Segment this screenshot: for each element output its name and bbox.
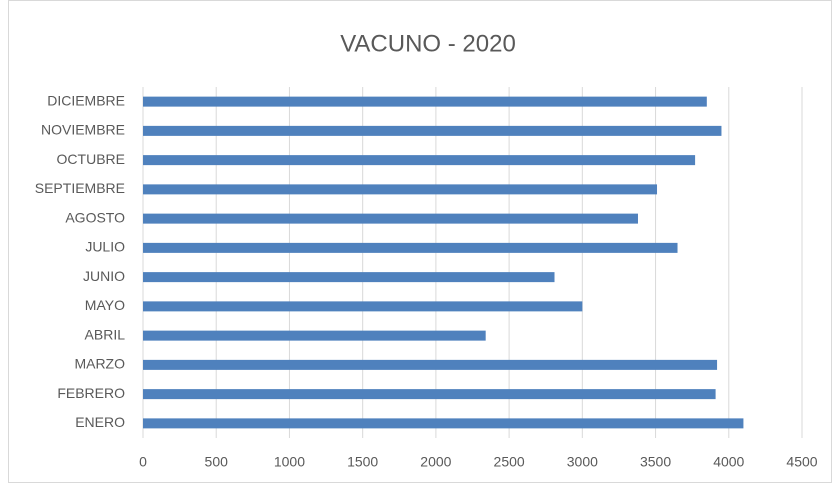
y-tick-label: NOVIEMBRE (41, 122, 125, 138)
x-tick-label: 2000 (420, 454, 451, 470)
y-tick-label: SEPTIEMBRE (35, 180, 125, 196)
x-tick-label: 4500 (786, 454, 817, 470)
x-tick-label: 500 (205, 454, 229, 470)
bar (143, 359, 718, 370)
chart-border (8, 0, 832, 483)
bar (143, 184, 658, 195)
x-tick-label: 3500 (640, 454, 671, 470)
y-tick-label: AGOSTO (65, 209, 125, 225)
y-tick-label: FEBRERO (57, 385, 125, 401)
bar (143, 242, 678, 253)
bar (143, 96, 707, 107)
x-tick-label: 2500 (494, 454, 525, 470)
bar (143, 155, 696, 166)
y-tick-label: ENERO (75, 414, 125, 430)
chart-title: VACUNO - 2020 (340, 30, 516, 57)
y-tick-label: MARZO (74, 356, 125, 372)
y-tick-label: JULIO (85, 239, 125, 255)
bar (143, 330, 486, 341)
y-tick-label: JUNIO (83, 268, 125, 284)
x-tick-label: 4000 (713, 454, 744, 470)
x-tick-label: 0 (139, 454, 147, 470)
x-tick-label: 1500 (347, 454, 378, 470)
x-tick-label: 1000 (274, 454, 305, 470)
bar (143, 125, 722, 136)
bar (143, 389, 716, 400)
x-tick-label: 3000 (567, 454, 598, 470)
y-tick-label: MAYO (85, 297, 125, 313)
bar (143, 418, 744, 429)
bar (143, 272, 555, 283)
y-tick-label: OCTUBRE (57, 151, 125, 167)
bar (143, 213, 638, 224)
y-tick-label: ABRIL (85, 326, 126, 342)
bar (143, 301, 583, 312)
y-tick-label: DICIEMBRE (47, 92, 125, 108)
